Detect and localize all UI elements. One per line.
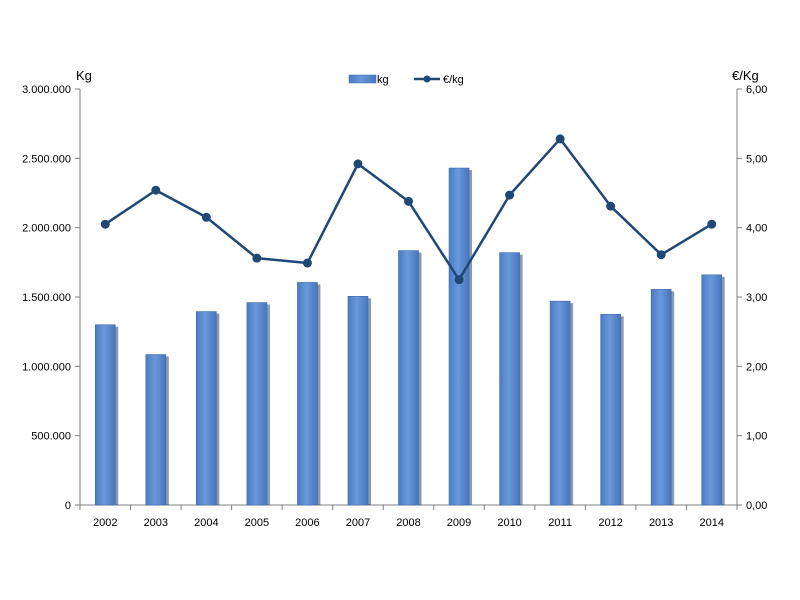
x-tick-label: 2013 — [649, 517, 673, 529]
y-tick-label-left: 2.000.000 — [22, 223, 71, 235]
point-eur-kg-2010 — [505, 190, 515, 200]
y-tick-label-right: 1,00 — [746, 431, 767, 443]
point-eur-kg-2007 — [353, 159, 363, 169]
bar-kg-2005 — [246, 302, 268, 506]
x-tick-label: 2005 — [245, 517, 269, 529]
y-tick-label-left: 0 — [65, 500, 71, 512]
x-tick-label: 2003 — [144, 517, 168, 529]
point-eur-kg-2008 — [404, 196, 413, 206]
y-tick-label-left: 3.000.000 — [22, 84, 71, 96]
legend-swatch-kg — [348, 74, 377, 84]
legend: kg €/kg — [348, 74, 464, 86]
x-tick-label: 2007 — [346, 517, 370, 529]
y-tick-label-left: 2.500.000 — [22, 153, 71, 165]
point-eur-kg-2005 — [252, 253, 262, 263]
y-tick-label-right: 5,00 — [746, 153, 767, 165]
x-tick-label: 2006 — [295, 517, 319, 529]
y-tick-label-left: 1.500.000 — [22, 292, 71, 304]
y-tick-label-right: 0,00 — [746, 500, 767, 512]
point-eur-kg-2011 — [555, 134, 565, 144]
y-tick-label-right: 2,00 — [746, 361, 767, 373]
y-tick-label-left: 1.000.000 — [22, 361, 71, 373]
legend-label-eur-kg: €/kg — [443, 74, 464, 86]
bar-kg-2004 — [196, 311, 217, 506]
x-tick-label: 2014 — [699, 517, 723, 529]
x-tick-label: 2004 — [194, 517, 218, 529]
bar-kg-2006 — [297, 282, 318, 506]
price-line — [100, 134, 717, 285]
bars — [94, 167, 725, 506]
bar-kg-2010 — [499, 252, 520, 506]
x-tick-label: 2010 — [497, 517, 521, 529]
bar-kg-2011 — [549, 300, 571, 506]
legend-label-kg: kg — [377, 74, 389, 86]
bar-kg-2014 — [701, 274, 723, 506]
point-eur-kg-2006 — [302, 258, 312, 268]
y-tick-label-right: 6,00 — [746, 84, 767, 96]
x-tick-label: 2002 — [93, 517, 117, 529]
point-eur-kg-2003 — [151, 185, 161, 195]
point-eur-kg-2009 — [454, 275, 464, 285]
point-eur-kg-2013 — [656, 250, 666, 260]
bar-kg-2003 — [145, 354, 167, 506]
bar-kg-2009 — [448, 167, 470, 506]
point-eur-kg-2002 — [100, 219, 110, 229]
point-eur-kg-2012 — [606, 201, 616, 211]
tick-labels: 0 500.000 1.000.000 1.500.000 2.000.000 2.500… — [22, 84, 767, 529]
x-tick-label: 2008 — [396, 517, 420, 529]
bar-kg-2012 — [600, 314, 621, 506]
y-tick-label-right: 4,00 — [746, 223, 767, 235]
point-eur-kg-2004 — [201, 212, 211, 222]
point-eur-kg-2014 — [707, 219, 717, 229]
y-axis-left-title: Kg — [76, 68, 92, 83]
bar-kg-2013 — [650, 289, 672, 506]
x-tick-label: 2009 — [447, 517, 471, 529]
bar-kg-2008 — [398, 250, 419, 506]
x-tick-label: 2012 — [598, 517, 622, 529]
legend-swatch-marker — [423, 75, 431, 83]
y-axis-right-title: €/Kg — [732, 68, 759, 83]
x-tick-label: 2011 — [548, 517, 572, 529]
y-tick-label-left: 500.000 — [31, 431, 71, 443]
bar-kg-2007 — [347, 296, 369, 506]
bar-kg-2002 — [94, 324, 116, 506]
y-tick-label-right: 3,00 — [746, 292, 767, 304]
